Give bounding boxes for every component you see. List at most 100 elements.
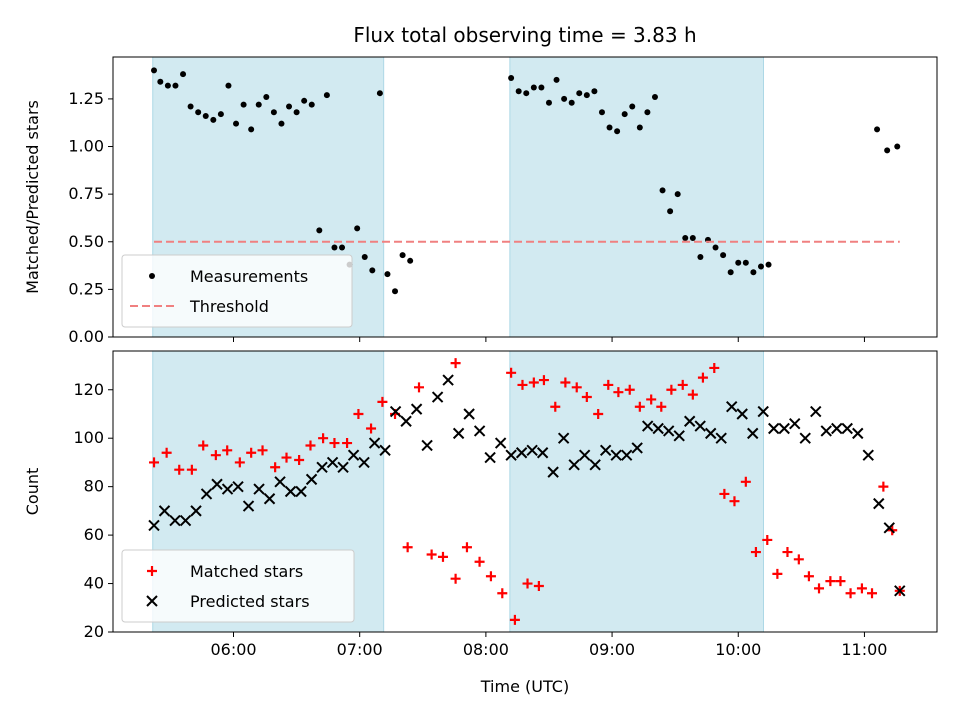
- matched-star-point: [450, 573, 461, 584]
- measurement-point: [591, 88, 598, 95]
- measurement-point: [248, 126, 255, 133]
- predicted-star-point: [232, 480, 244, 493]
- matched-star-point: [377, 396, 388, 407]
- matched-star-point: [878, 481, 889, 492]
- legend-label: Threshold: [189, 297, 269, 316]
- predicted-star-point: [715, 432, 727, 444]
- measurement-point: [407, 257, 414, 264]
- predicted-star-point: [190, 505, 202, 517]
- measurement-point: [308, 101, 315, 108]
- matched-star-point: [198, 440, 209, 451]
- predicted-star-point: [831, 422, 843, 435]
- matched-star-point: [750, 547, 761, 558]
- measurement-point: [667, 208, 674, 215]
- x-tick-label: 06:00: [210, 640, 256, 659]
- predicted-star-point: [557, 432, 570, 444]
- predicted-star-point: [894, 585, 906, 597]
- measurement-point: [523, 90, 530, 97]
- predicted-star-point: [421, 439, 433, 452]
- matched-star-point: [845, 588, 856, 599]
- x-axis-label: Time (UTC): [480, 677, 569, 696]
- x-tick-label: 11:00: [841, 640, 887, 659]
- bottom-panel: 20 40 60 80 100 120 06:00 07:00 08:00 09:00 10:00 1…: [23, 350, 938, 659]
- predicted-star-point: [862, 449, 874, 461]
- predicted-star-point: [757, 405, 769, 418]
- matched-star-point: [666, 384, 677, 395]
- bottom-legend: [121, 549, 355, 623]
- measurement-point: [293, 109, 300, 116]
- top-axes-frame: [112, 56, 938, 338]
- predicted-star-point: [578, 449, 591, 461]
- measurement-point: [644, 109, 651, 116]
- bottom-y-tick-label: 80: [84, 477, 104, 496]
- predicted-star-point: [494, 437, 507, 449]
- measurement-point: [576, 90, 583, 97]
- matched-star-point: [740, 476, 751, 487]
- bottom-y-tick-label: 40: [84, 574, 104, 593]
- top-legend: [121, 254, 353, 328]
- measurement-point: [697, 254, 704, 260]
- x-tick-label: 07:00: [337, 640, 383, 659]
- measurement-point: [538, 84, 545, 91]
- matched-star-point: [571, 382, 582, 393]
- measurement-point: [742, 259, 749, 266]
- measurement-point: [598, 109, 605, 116]
- measurement-point: [712, 244, 719, 251]
- measurement-point: [339, 244, 346, 251]
- measurement-point: [157, 78, 164, 85]
- bottom-y-tick-label: 100: [73, 428, 104, 447]
- measurement-point: [392, 288, 399, 295]
- measurement-point: [361, 254, 368, 260]
- matched-star-point: [687, 389, 698, 400]
- matched-star-point: [506, 367, 517, 378]
- measurement-point: [354, 225, 361, 232]
- matched-star-point: [793, 554, 804, 565]
- legend-measurement-marker: [149, 273, 155, 279]
- matched-star-point: [782, 547, 793, 558]
- predicted-star-point: [662, 425, 675, 437]
- measurement-point: [674, 191, 681, 198]
- predicted-star-point: [368, 437, 381, 449]
- measurement-point: [659, 187, 666, 194]
- matched-star-point: [517, 379, 528, 390]
- matched-star-point: [437, 551, 448, 562]
- measurement-point: [331, 244, 338, 251]
- measurement-point: [151, 67, 158, 74]
- predicted-star-point: [452, 427, 465, 440]
- measurement-point: [376, 90, 383, 97]
- matched-star-point: [234, 457, 245, 468]
- bottom-plot-area: [148, 358, 906, 625]
- predicted-star-point: [883, 522, 895, 534]
- matched-star-point: [474, 556, 485, 567]
- matched-star-point: [149, 457, 160, 468]
- predicted-star-point: [295, 485, 307, 498]
- matched-star-point: [814, 583, 825, 594]
- measurement-point: [255, 101, 262, 108]
- measurement-point: [651, 94, 658, 100]
- top-y-tick-label: 0.25: [68, 279, 104, 298]
- measurement-point: [765, 261, 772, 268]
- predicted-star-point: [158, 505, 171, 517]
- legend-label: Matched stars: [190, 562, 303, 581]
- matched-star-point: [497, 588, 508, 599]
- predicted-star-point: [526, 444, 538, 457]
- predicted-star-point: [799, 432, 811, 444]
- predicted-star-point: [789, 417, 801, 430]
- matched-star-point: [294, 455, 305, 466]
- predicted-star-point: [547, 466, 559, 478]
- predicted-star-point: [347, 449, 360, 461]
- matched-star-point: [613, 387, 624, 398]
- measurement-point: [894, 143, 901, 150]
- predicted-star-point: [736, 408, 748, 420]
- legend-matched-marker: [147, 566, 157, 576]
- measurement-point: [757, 263, 764, 270]
- x-tick-label: 10:00: [715, 640, 761, 659]
- matched-star-point: [366, 423, 377, 434]
- bottom-y-axis-label: Count: [23, 468, 42, 516]
- measurement-point: [682, 234, 689, 241]
- matched-star-point: [522, 578, 533, 589]
- measurement-point: [233, 120, 240, 127]
- matched-star-point: [528, 377, 539, 388]
- matched-star-point: [305, 440, 316, 451]
